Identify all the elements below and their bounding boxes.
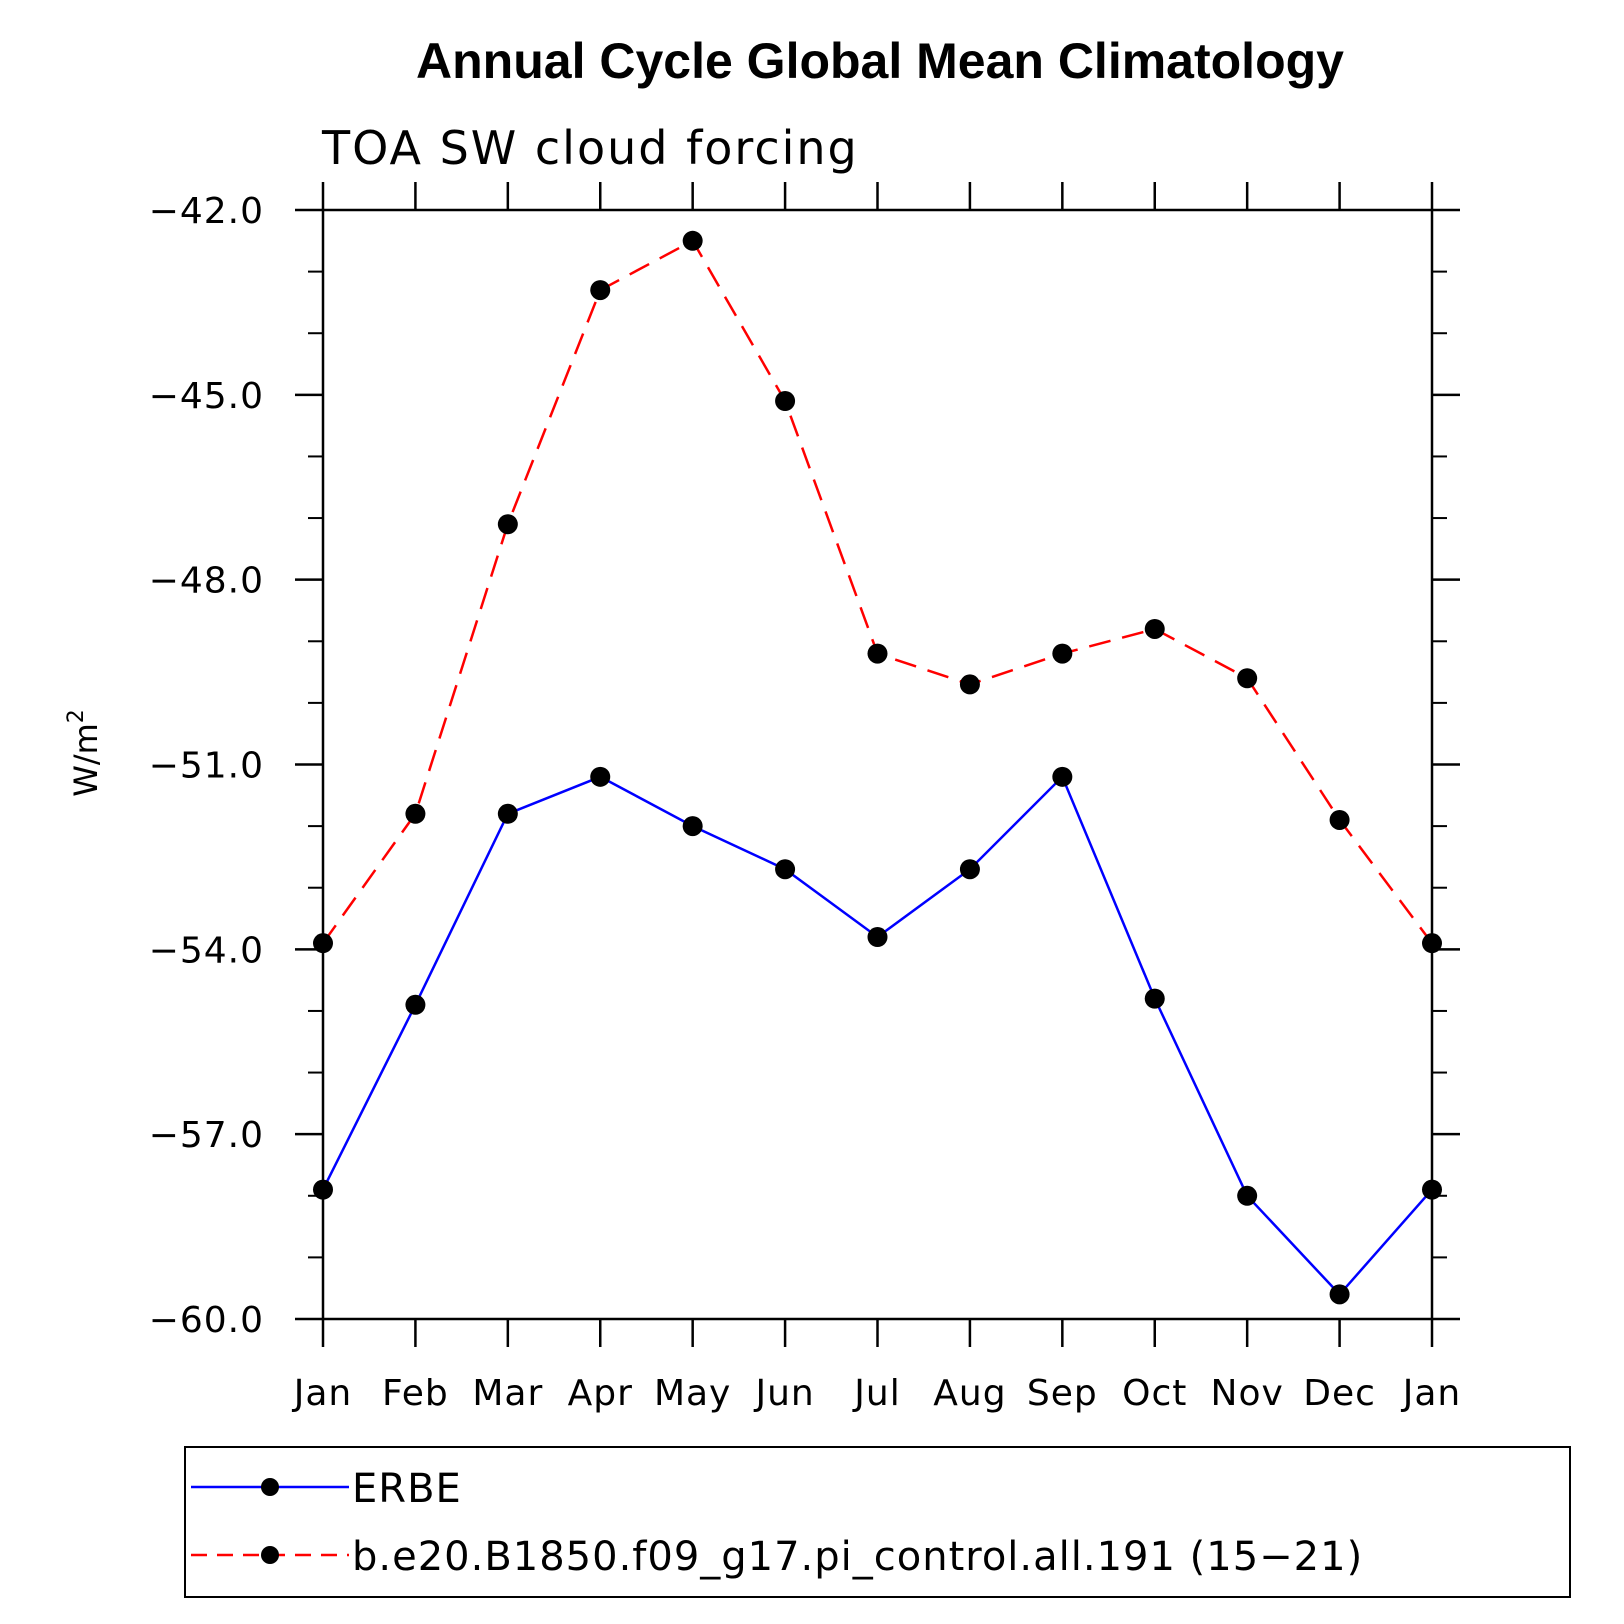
plot-frame — [321, 208, 1434, 1321]
x-tick-label: Jun — [753, 1373, 814, 1414]
x-tick-label: Jul — [852, 1373, 900, 1414]
y-tick-label: −54.0 — [149, 930, 264, 971]
axis-ticks — [295, 182, 1460, 1347]
data-point-series-1 — [590, 280, 611, 301]
data-point-series-1 — [959, 674, 980, 695]
x-tick-label: Sep — [1027, 1373, 1098, 1414]
data-point-series-1 — [682, 230, 703, 251]
data-point-series-0 — [775, 859, 796, 880]
y-tick-label: −60.0 — [149, 1300, 264, 1341]
data-point-series-0 — [405, 994, 426, 1015]
data-point-series-0 — [867, 927, 888, 948]
data-point-series-0 — [959, 859, 980, 880]
x-tick-label: Mar — [472, 1373, 543, 1414]
markers-layer — [313, 230, 1442, 1305]
data-point-series-1 — [1237, 668, 1258, 689]
y-tick-label: −51.0 — [149, 746, 264, 787]
y-tick-label: −48.0 — [149, 561, 264, 602]
legend-label-erbe: ERBE — [352, 1466, 462, 1512]
data-point-series-1 — [1144, 618, 1165, 639]
y-tick-label: −57.0 — [149, 1115, 264, 1156]
y-tick-label: −42.0 — [149, 191, 264, 232]
x-tick-label: Aug — [933, 1373, 1006, 1414]
data-point-series-0 — [1144, 988, 1165, 1009]
x-tick-label: Jan — [292, 1373, 353, 1414]
x-tick-label: Oct — [1122, 1373, 1187, 1414]
data-point-series-1 — [1052, 643, 1073, 664]
legend-label-model: b.e20.B1850.f09_g17.pi_control.all.191 (… — [352, 1534, 1363, 1580]
chart-title: Annual Cycle Global Mean Climatology — [416, 33, 1344, 89]
data-point-series-1 — [775, 390, 796, 411]
y-tick-labels: −42.0 −45.0 −48.0 −51.0 −54.0 −57.0 −60.0 — [149, 191, 264, 1341]
x-tick-label: Dec — [1303, 1373, 1376, 1414]
data-point-series-0 — [497, 803, 518, 824]
x-tick-label: Apr — [568, 1373, 633, 1414]
data-point-series-1 — [1329, 809, 1350, 830]
x-tick-label: Feb — [382, 1373, 449, 1414]
data-point-series-1 — [867, 643, 888, 664]
legend-box — [184, 1446, 1571, 1598]
data-point-series-0 — [1329, 1284, 1350, 1305]
x-tick-labels: Jan Feb Mar Apr May Jun Jul Aug Sep Oct Nov Dec Jan — [292, 1373, 1462, 1414]
legend: ERBE b.e20.B1850.f09_g17.pi_control.all.… — [184, 1446, 1571, 1598]
x-tick-label: May — [654, 1373, 731, 1414]
data-point-series-0 — [682, 816, 703, 837]
legend-marker-model — [261, 1546, 279, 1564]
series-layer — [321, 239, 1434, 1297]
series-line-0 — [321, 774, 1433, 1297]
y-tick-label: −45.0 — [149, 376, 264, 417]
x-tick-label: Nov — [1211, 1373, 1284, 1414]
data-point-series-0 — [1237, 1185, 1258, 1206]
x-tick-label: Jan — [1401, 1373, 1462, 1414]
y-axis-label: W/m2 — [64, 709, 105, 797]
data-point-series-1 — [405, 803, 426, 824]
data-point-series-0 — [590, 766, 611, 787]
data-point-series-1 — [497, 514, 518, 535]
data-point-series-0 — [1052, 766, 1073, 787]
series-line-1 — [321, 239, 1434, 944]
legend-marker-erbe — [261, 1478, 279, 1496]
chart-subtitle: TOA SW cloud forcing — [321, 121, 859, 175]
